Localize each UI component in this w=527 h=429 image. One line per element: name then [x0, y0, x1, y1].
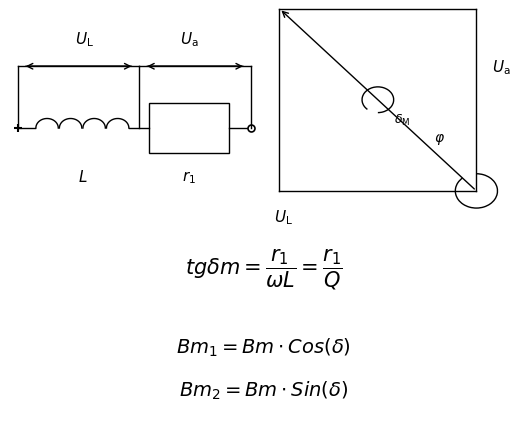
Text: $I$: $I$ — [486, 0, 493, 2]
Text: $\delta_{\rm M}$: $\delta_{\rm M}$ — [394, 113, 410, 128]
Text: $\varphi$: $\varphi$ — [434, 132, 445, 147]
Text: $U_{\rm L}$: $U_{\rm L}$ — [75, 30, 94, 49]
Text: $L$: $L$ — [77, 169, 87, 185]
Text: $U_{\rm L}$: $U_{\rm L}$ — [274, 208, 293, 227]
Text: $U_{\rm a}$: $U_{\rm a}$ — [492, 58, 511, 77]
Text: $Bm_2 = Bm \cdot Sin(\delta)$: $Bm_2 = Bm \cdot Sin(\delta)$ — [179, 379, 348, 402]
Text: $tg\delta m = \dfrac{r_1}{\omega L} = \dfrac{r_1}{Q}$: $tg\delta m = \dfrac{r_1}{\omega L} = \d… — [184, 248, 343, 292]
Bar — [149, 103, 229, 153]
Text: $Bm_1 = Bm \cdot Cos(\delta)$: $Bm_1 = Bm \cdot Cos(\delta)$ — [176, 336, 351, 359]
Text: $r_1$: $r_1$ — [182, 169, 196, 186]
Text: $U_{\rm a}$: $U_{\rm a}$ — [180, 30, 198, 49]
